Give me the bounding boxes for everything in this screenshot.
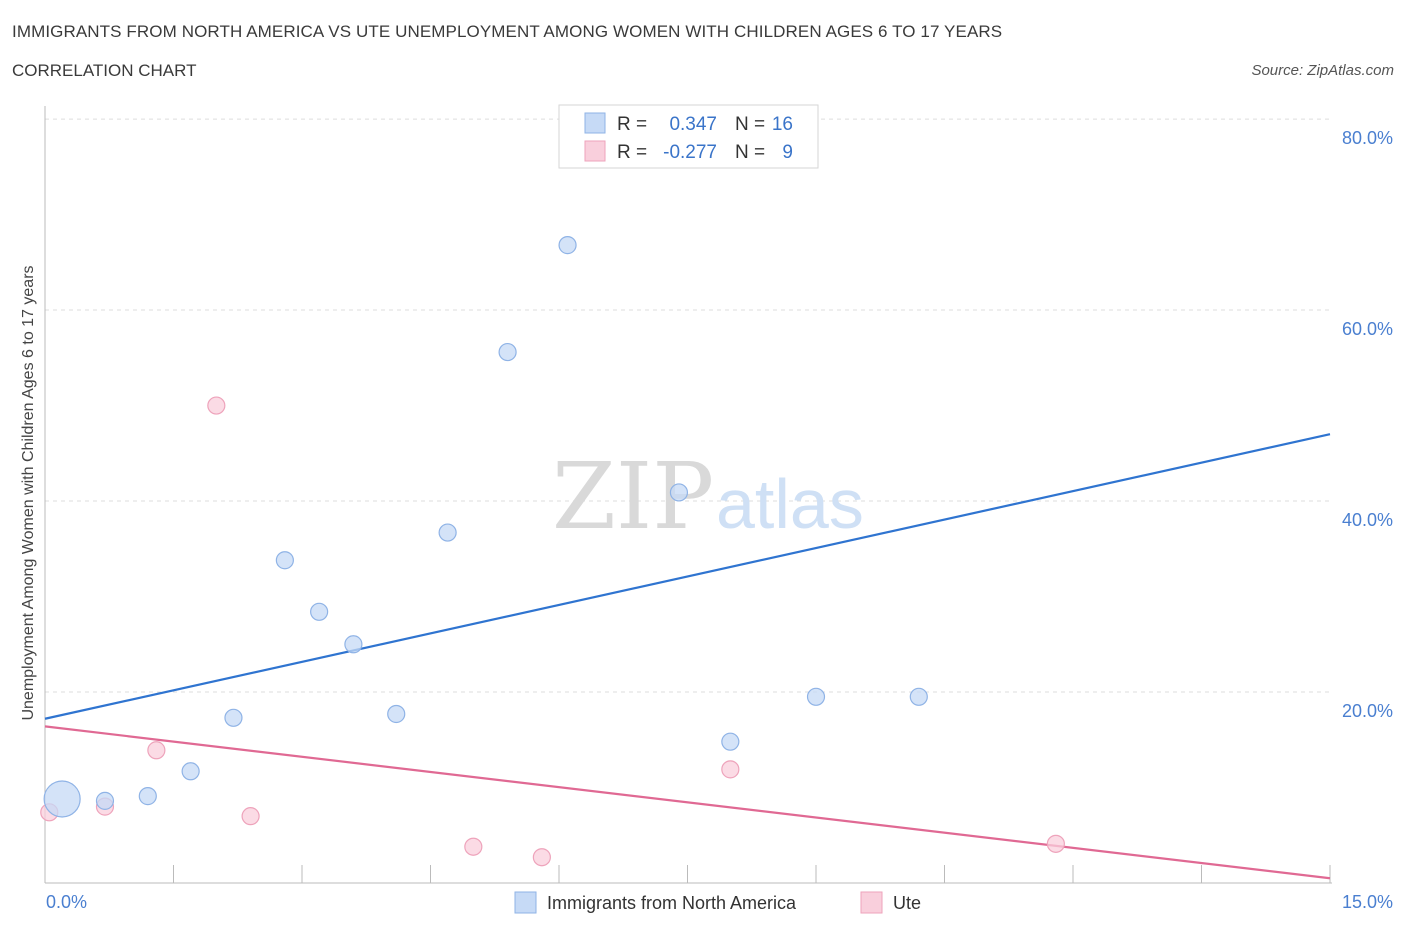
point-series-1-5 xyxy=(464,837,483,856)
source-credit: Source: ZipAtlas.com xyxy=(1251,62,1394,79)
stats-n-value-blue: 16 xyxy=(772,114,793,135)
point-series-1-6 xyxy=(532,848,551,867)
data-points xyxy=(40,236,1065,867)
stats-n-value-pink: 9 xyxy=(782,142,793,163)
y-tick-label-20: 20.0% xyxy=(1342,701,1393,721)
bottom-legend: Immigrants from North America Ute xyxy=(514,891,921,914)
point-series-0-9 xyxy=(438,523,457,542)
point-series-0-0 xyxy=(43,780,81,818)
point-series-0-3 xyxy=(181,762,200,781)
watermark-atlas: atlas xyxy=(716,465,864,543)
watermark-zip: ZIP xyxy=(552,443,714,550)
point-series-1-8 xyxy=(1046,834,1065,853)
stats-r-label-blue: R = xyxy=(617,114,647,135)
point-series-0-6 xyxy=(310,602,329,621)
stats-legend: R = 0.347 N = 16 R = -0.277 N = 9 xyxy=(558,104,819,169)
point-series-0-5 xyxy=(275,551,294,570)
y-tick-label-40: 40.0% xyxy=(1342,510,1393,530)
stats-swatch-pink xyxy=(584,140,606,162)
y-tick-label-80: 80.0% xyxy=(1342,128,1393,148)
legend-swatch-immigrants xyxy=(514,891,537,914)
point-series-0-7 xyxy=(344,635,363,654)
point-series-0-12 xyxy=(669,483,689,502)
point-series-0-14 xyxy=(806,687,826,706)
y-axis-title: Unemployment Among Women with Children A… xyxy=(20,265,37,720)
point-series-1-7 xyxy=(721,760,740,779)
chart-title: IMMIGRANTS FROM NORTH AMERICA VS UTE UNE… xyxy=(12,22,1003,41)
point-series-0-8 xyxy=(387,704,406,724)
point-series-0-10 xyxy=(498,342,517,362)
trend-lines xyxy=(44,433,1331,880)
stats-n-label-pink: N = xyxy=(735,142,765,163)
legend-label-ute: Ute xyxy=(893,893,921,913)
point-series-0-1 xyxy=(95,791,115,810)
point-series-0-15 xyxy=(909,687,928,706)
x-tick-label-min: 0.0% xyxy=(46,892,87,912)
point-series-0-2 xyxy=(138,787,157,806)
tick-labels: 20.0% 40.0% 60.0% 80.0% 0.0% 15.0% xyxy=(46,128,1393,912)
point-series-1-3 xyxy=(207,396,226,415)
y-tick-label-60: 60.0% xyxy=(1342,319,1393,339)
legend-swatch-ute xyxy=(860,891,883,914)
point-series-0-13 xyxy=(721,732,740,751)
watermark: ZIP atlas xyxy=(552,443,864,550)
trend-line-series-0 xyxy=(44,433,1331,720)
point-series-1-2 xyxy=(147,741,166,760)
grid-lines xyxy=(45,118,1330,693)
stats-r-value-pink: -0.277 xyxy=(663,142,717,163)
axes xyxy=(44,106,1332,884)
stats-r-label-pink: R = xyxy=(617,142,647,163)
stats-r-value-blue: 0.347 xyxy=(669,114,717,135)
stats-n-label-blue: N = xyxy=(735,114,765,135)
stats-swatch-blue xyxy=(584,112,606,134)
point-series-0-4 xyxy=(224,708,243,727)
point-series-1-4 xyxy=(241,807,260,826)
legend-label-immigrants: Immigrants from North America xyxy=(547,893,797,913)
chart-subtitle: CORRELATION CHART xyxy=(12,61,197,80)
trend-line-series-1 xyxy=(44,725,1331,880)
point-series-0-11 xyxy=(558,236,577,255)
x-tick-label-max: 15.0% xyxy=(1342,892,1393,912)
